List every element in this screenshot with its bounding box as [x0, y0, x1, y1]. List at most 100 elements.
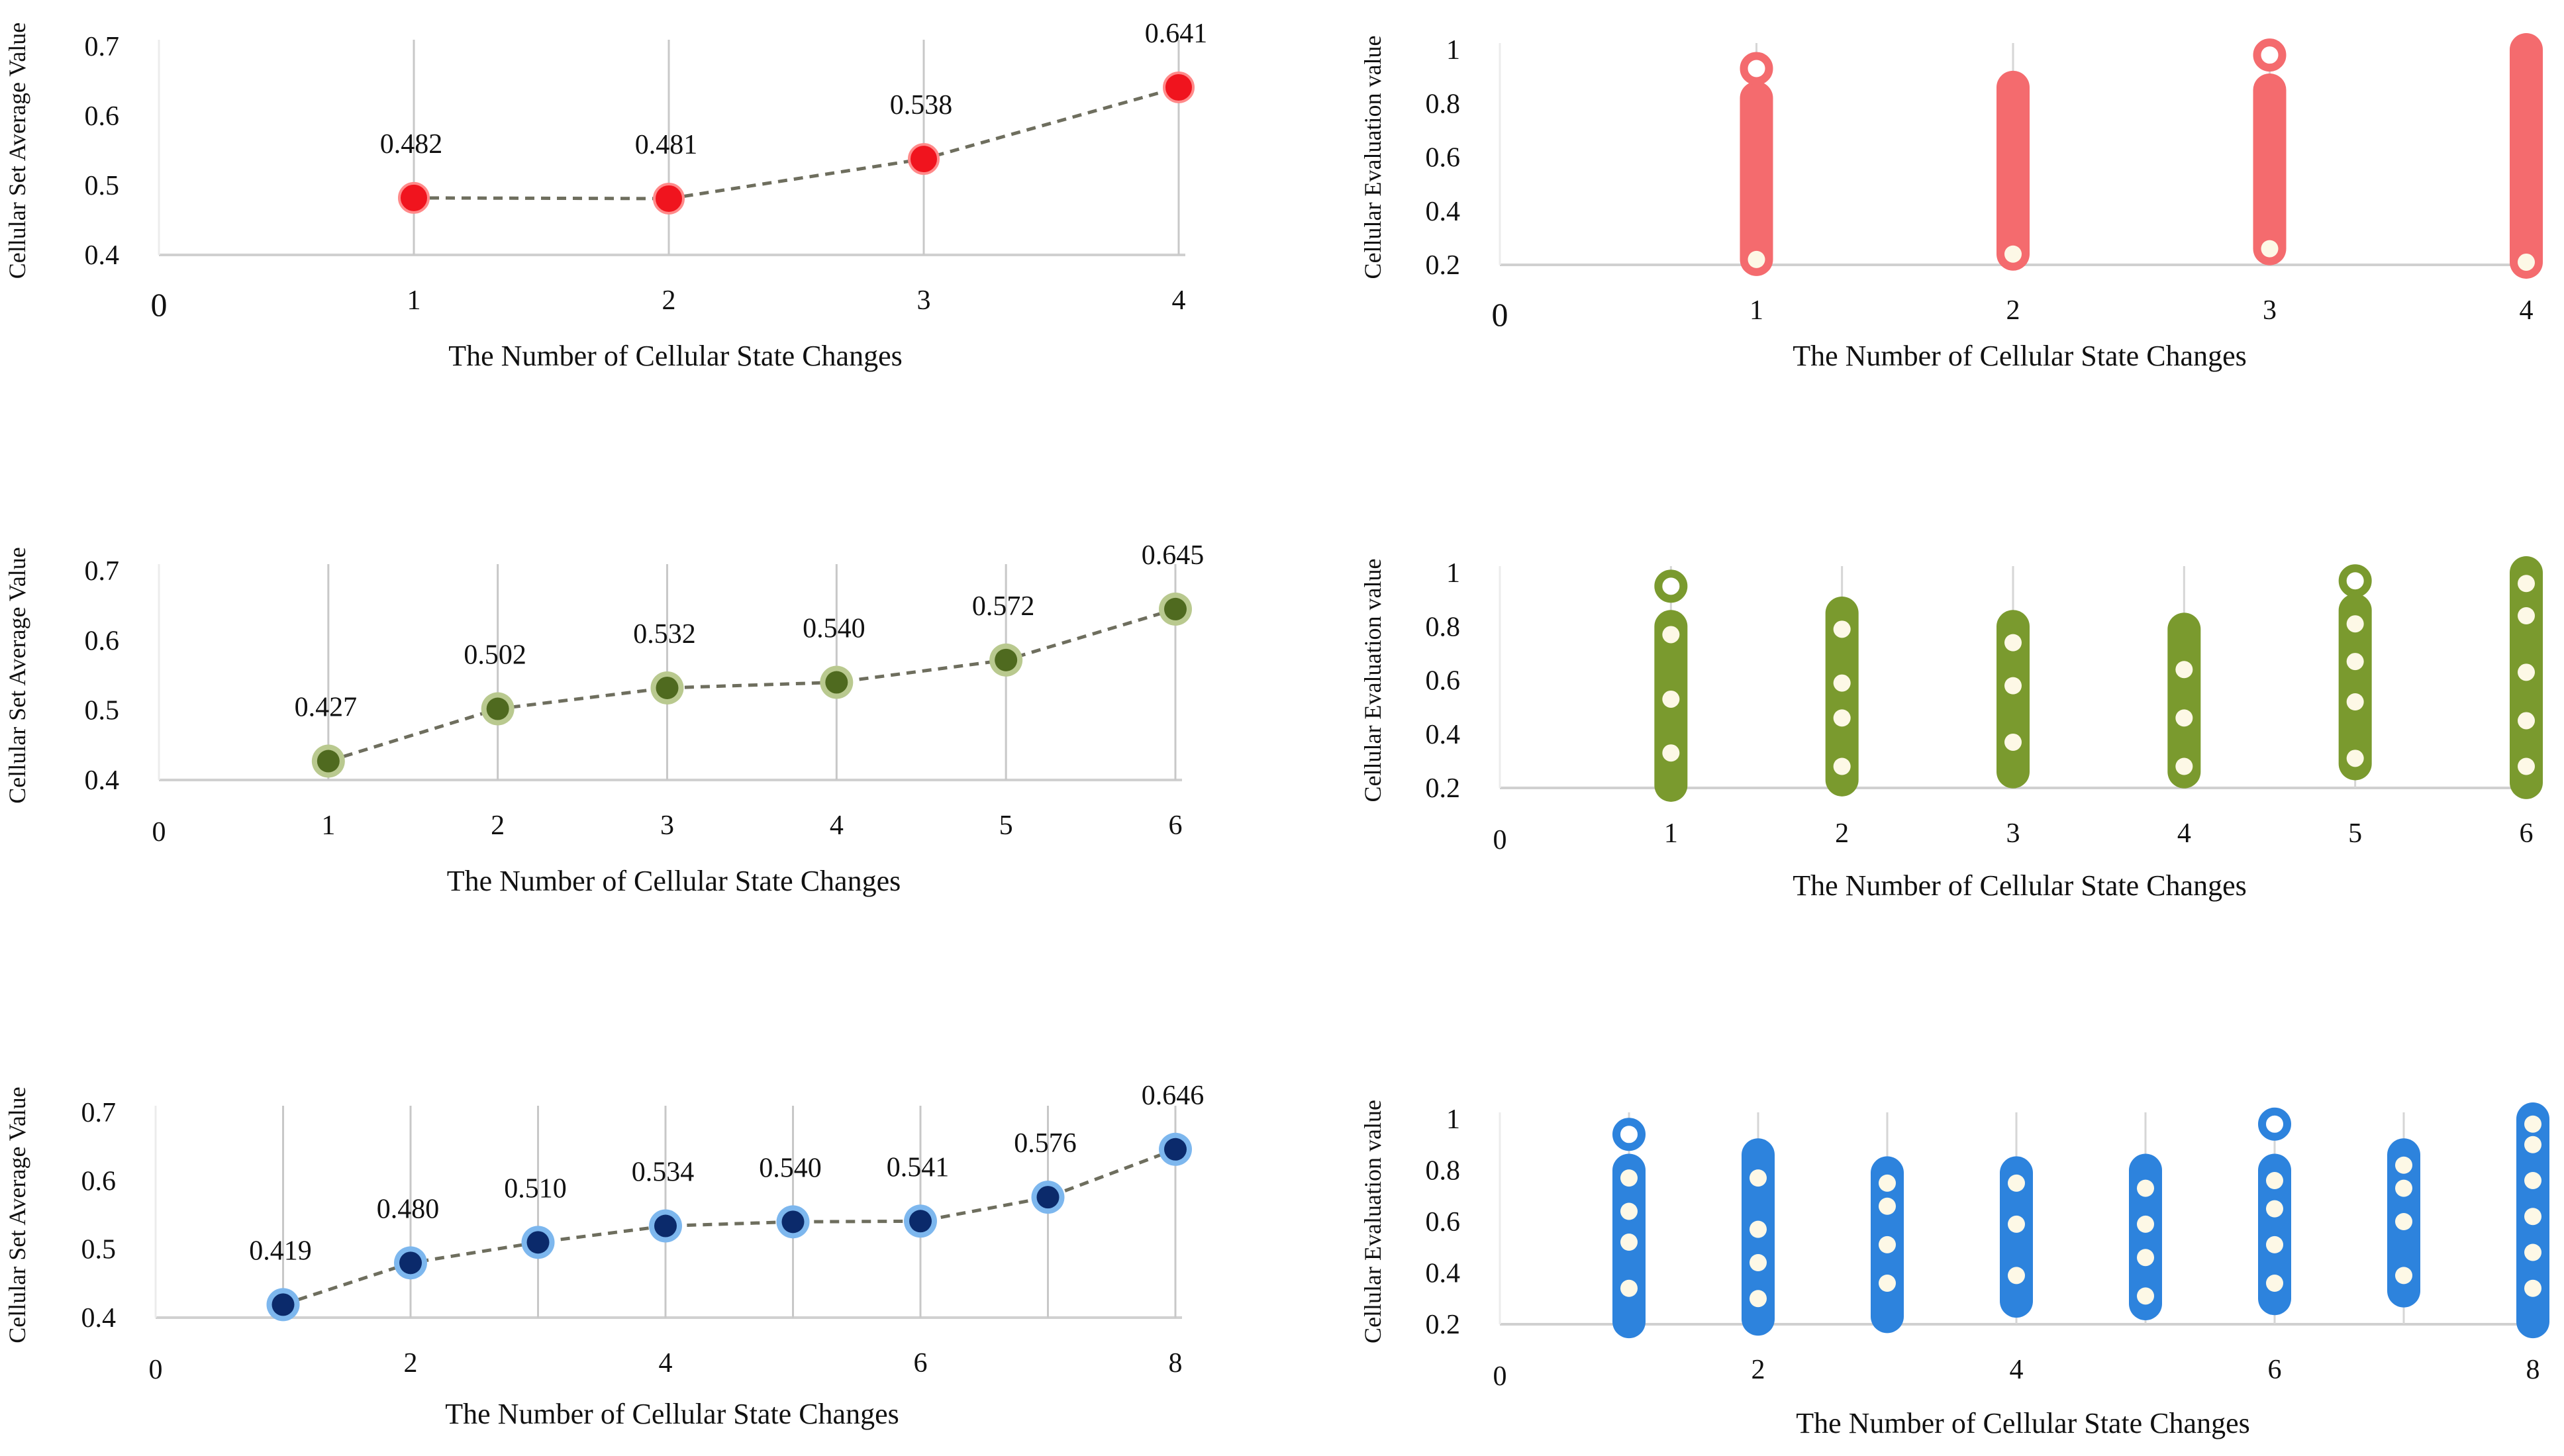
series-line	[413, 85, 1179, 201]
x-tick-label: 4	[2177, 818, 2191, 849]
y-tick-label: 0.4	[1426, 720, 1461, 750]
data-label: 0.480	[377, 1194, 440, 1224]
y-axis-title: Cellular Set Average Value	[4, 547, 30, 804]
inner-point	[2524, 1136, 2541, 1153]
inner-point	[2266, 1236, 2283, 1253]
x-axis-title: The Number of Cellular State Changes	[447, 865, 901, 897]
inner-point	[1748, 250, 1765, 268]
inner-point	[1750, 1254, 1767, 1271]
inner-point	[2008, 1267, 2025, 1285]
data-label: 0.538	[890, 90, 953, 121]
inner-point	[2524, 1279, 2541, 1297]
data-label: 0.641	[1145, 19, 1208, 49]
y-tick-label: 0.5	[85, 171, 120, 201]
data-label: 0.427	[295, 693, 358, 723]
data-label: 0.646	[1142, 1081, 1205, 1111]
data-label: 0.540	[759, 1153, 822, 1183]
y-tick-label: 0.4	[85, 240, 120, 271]
inner-point	[1879, 1197, 1896, 1215]
x-tick-label: 0	[151, 286, 168, 323]
data-label: 0.481	[635, 130, 698, 160]
inner-point	[2266, 1200, 2283, 1218]
y-axis-title: Cellular Set Average Value	[4, 23, 30, 279]
y-tick-label: 0.6	[85, 626, 120, 656]
inner-point	[1750, 1169, 1767, 1187]
inner-point	[1620, 1279, 1638, 1297]
inner-point	[1833, 709, 1851, 727]
y-tick-label: 0.6	[81, 1166, 117, 1196]
inner-point	[2137, 1179, 2154, 1197]
y-tick-label: 0.7	[85, 32, 120, 62]
x-tick-label: 8	[1169, 1348, 1183, 1379]
inner-point	[1879, 1275, 1896, 1292]
inner-point	[2395, 1267, 2412, 1285]
data-label: 0.510	[504, 1173, 567, 1204]
data-point	[653, 182, 685, 215]
outlier-point	[2258, 1107, 2291, 1141]
y-tick-label: 0.6	[1426, 1207, 1461, 1238]
x-tick-label: 1	[1664, 818, 1678, 849]
x-tick-label: 1	[407, 285, 421, 316]
y-tick-label: 1	[1446, 35, 1460, 66]
y-tick-label: 0.7	[81, 1098, 117, 1128]
y-tick-label: 0.6	[1426, 666, 1461, 697]
value-range-bar	[2510, 33, 2543, 279]
inner-point	[2395, 1213, 2412, 1230]
x-tick-label: 0	[152, 817, 166, 848]
x-tick-label: 3	[660, 810, 674, 841]
x-tick-label: 3	[2263, 295, 2277, 326]
data-label: 0.532	[633, 619, 696, 650]
value-range-bar	[1997, 70, 2030, 271]
inner-point	[2395, 1156, 2412, 1174]
x-tick-label: 4	[1172, 285, 1186, 316]
data-point	[654, 1214, 677, 1238]
inner-point	[1879, 1236, 1896, 1253]
x-tick-label: 1	[321, 810, 335, 841]
chart-dist-4: 0.2 0.4 0.6 0.8 1 0 1 2 3 4 The Number of Cellular…	[1359, 33, 2543, 372]
data-point	[908, 143, 940, 175]
inner-point	[2175, 709, 2193, 727]
data-label: 0.482	[380, 129, 443, 160]
y-tick-label: 0.6	[1426, 143, 1461, 173]
inner-point	[2008, 1174, 2025, 1192]
inner-point	[1750, 1220, 1767, 1238]
outlier-point	[2253, 38, 2287, 72]
inner-point	[2266, 1275, 2283, 1292]
y-tick-label: 0.7	[85, 556, 120, 587]
x-tick-label: 6	[2268, 1355, 2282, 1385]
value-range-bar	[1740, 81, 1773, 276]
value-range-bar	[2338, 593, 2372, 781]
data-label: 0.534	[632, 1157, 695, 1188]
y-tick-label: 0.4	[1426, 197, 1461, 227]
data-point	[1163, 71, 1195, 103]
data-point	[825, 671, 848, 694]
inner-point	[2004, 733, 2022, 751]
inner-point	[2175, 757, 2193, 775]
x-tick-label: 4	[659, 1348, 673, 1379]
chart-dist-8: 0.2 0.4 0.6 0.8 1 0 2 4 6 8 The Number of Cellular…	[1359, 1100, 2549, 1439]
x-tick-label: 0	[1493, 1361, 1507, 1392]
value-range-bar	[2129, 1153, 2162, 1320]
inner-point	[1833, 620, 1851, 638]
inner-point	[2518, 575, 2535, 593]
x-axis-title: The Number of Cellular State Changes	[445, 1398, 899, 1430]
data-label: 0.502	[464, 640, 526, 671]
inner-point	[2395, 1179, 2412, 1197]
value-range-bar	[2258, 1153, 2291, 1316]
inner-point	[1620, 1202, 1638, 1220]
inner-point	[2346, 750, 2364, 767]
x-tick-label: 2	[491, 810, 505, 841]
inner-point	[2524, 1172, 2541, 1189]
data-point	[486, 697, 509, 720]
data-label: 0.572	[972, 591, 1035, 622]
data-point	[1036, 1186, 1060, 1209]
x-axis-title: The Number of Cellular State Changes	[448, 340, 902, 372]
data-label: 0.541	[887, 1152, 950, 1183]
inner-point	[2175, 661, 2193, 679]
inner-point	[1833, 757, 1851, 775]
x-tick-label: 5	[999, 810, 1013, 841]
inner-point	[2518, 757, 2535, 775]
chart-avg-8: 0.4 0.5 0.6 0.7 0 2 4 6 8 The Number of Cellular …	[4, 1081, 1204, 1430]
chart-dist-6: 0.2 0.4 0.6 0.8 1 0 1 2 3 4 5 6 The Number of Cellul…	[1359, 556, 2543, 902]
